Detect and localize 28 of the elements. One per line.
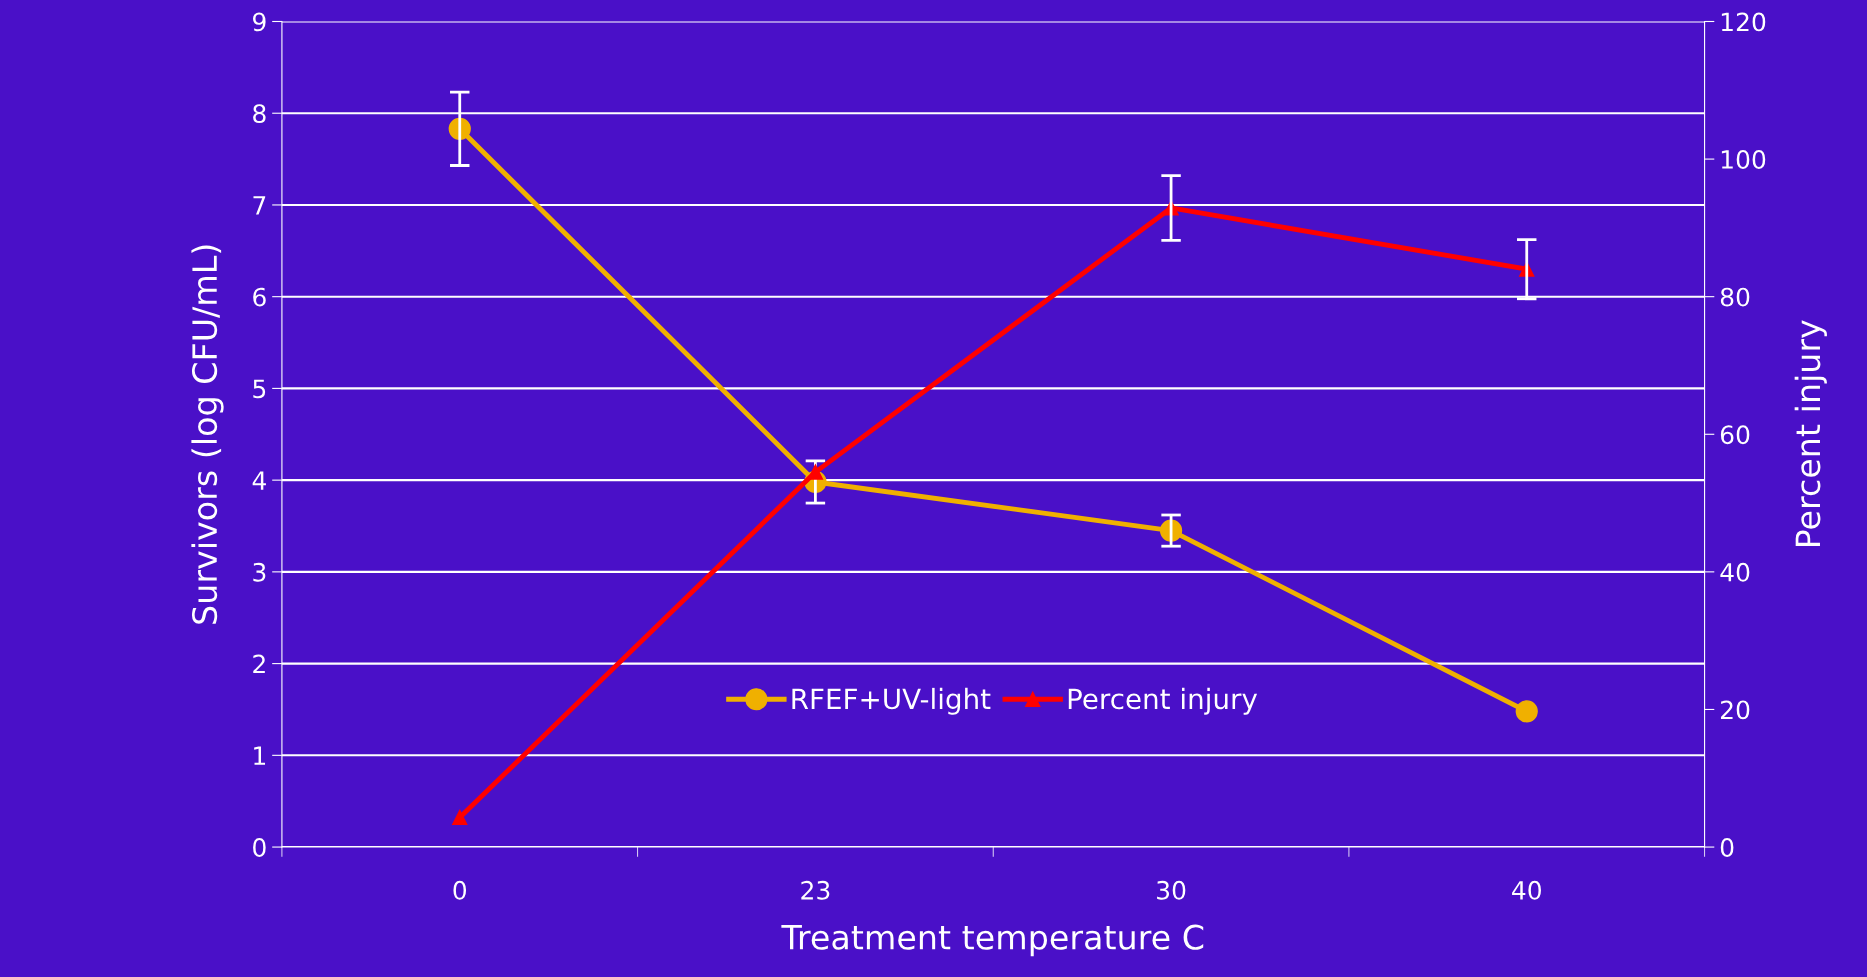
y-tick-label: 6	[253, 287, 266, 307]
x-tick-label: 23	[801, 880, 830, 900]
y-tick-label: 8	[253, 104, 266, 124]
x-tick-label: 30	[1157, 880, 1186, 900]
x-tick-label: 0	[453, 880, 467, 900]
y-tick-label: 9	[253, 12, 266, 32]
y2-axis-title: Percent injury	[1794, 320, 1827, 547]
y-tick-label: 4	[252, 471, 266, 490]
y-tick-label: 0	[253, 838, 266, 857]
y2-tick-label: 40	[1720, 562, 1750, 582]
legend-label: RFEF+UV-light	[792, 687, 991, 715]
x-axis-title: Treatment temperature C	[781, 924, 1204, 957]
y2-tick-label: 80	[1720, 287, 1750, 307]
y2-tick-label: 100	[1721, 150, 1766, 169]
point	[1515, 700, 1538, 723]
y2-tick-label: 0	[1720, 838, 1734, 857]
x-tick-label: 40	[1512, 880, 1541, 900]
y2-tick-label: 20	[1720, 700, 1750, 720]
legend-label: Percent injury	[1068, 687, 1258, 715]
y-tick-label: 1	[254, 746, 266, 765]
y-tick-label: 7	[253, 196, 266, 215]
y-axis-title: Survivors (log CFU/mL)	[191, 245, 224, 624]
y-tick-label: 2	[253, 654, 265, 674]
y2-tick-label: 120	[1721, 12, 1766, 32]
y-tick-label: 5	[253, 379, 266, 399]
y-tick-label: 3	[253, 562, 266, 582]
y2-tick-label: 60	[1720, 425, 1750, 445]
point	[452, 809, 468, 826]
